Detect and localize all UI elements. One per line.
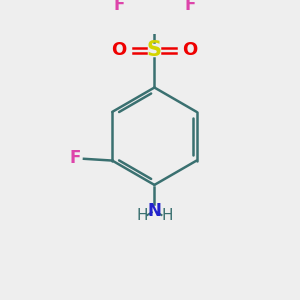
Text: H: H bbox=[161, 208, 172, 224]
Text: H: H bbox=[136, 208, 148, 224]
Text: O: O bbox=[111, 41, 127, 59]
Text: O: O bbox=[182, 41, 197, 59]
Text: F: F bbox=[184, 0, 196, 14]
Text: F: F bbox=[113, 0, 125, 14]
Text: S: S bbox=[147, 40, 162, 60]
Text: N: N bbox=[148, 202, 161, 220]
Text: F: F bbox=[69, 149, 81, 167]
